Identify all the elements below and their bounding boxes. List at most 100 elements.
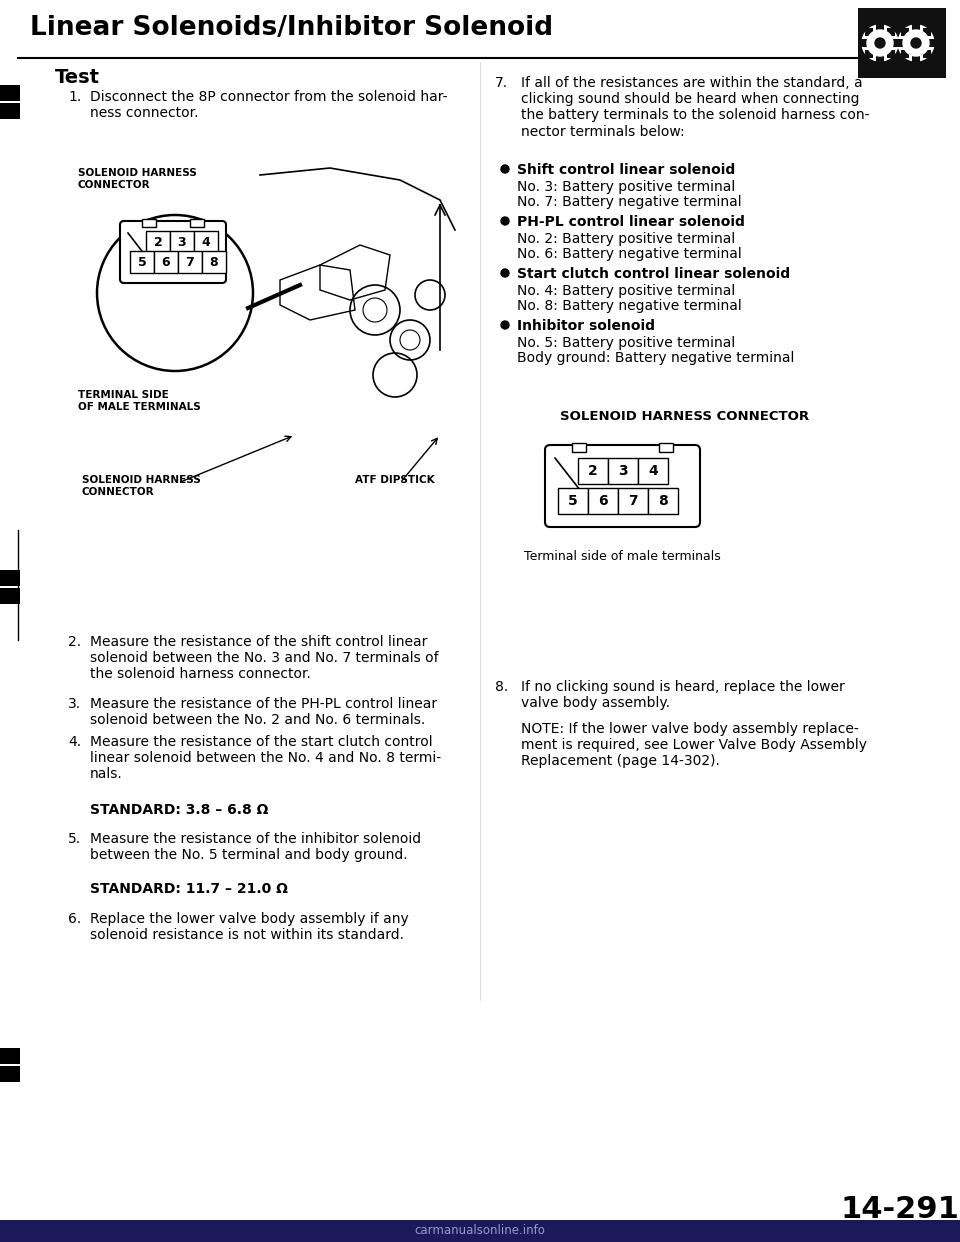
- FancyBboxPatch shape: [891, 39, 899, 47]
- FancyBboxPatch shape: [648, 488, 678, 514]
- Text: SOLENOID HARNESS
CONNECTOR: SOLENOID HARNESS CONNECTOR: [82, 474, 201, 497]
- Text: 7.: 7.: [495, 76, 508, 89]
- Circle shape: [903, 30, 929, 56]
- Text: No. 8: Battery negative terminal: No. 8: Battery negative terminal: [517, 299, 742, 313]
- FancyBboxPatch shape: [120, 221, 226, 283]
- Text: 4.: 4.: [68, 735, 82, 749]
- FancyBboxPatch shape: [146, 231, 170, 253]
- Text: 5: 5: [568, 494, 578, 508]
- FancyBboxPatch shape: [927, 39, 935, 47]
- FancyBboxPatch shape: [588, 488, 618, 514]
- FancyBboxPatch shape: [858, 7, 946, 78]
- FancyBboxPatch shape: [190, 219, 204, 227]
- Text: 6: 6: [598, 494, 608, 508]
- Text: 3: 3: [618, 465, 628, 478]
- Circle shape: [501, 320, 509, 329]
- Text: carmanualsonline.info: carmanualsonline.info: [415, 1225, 545, 1237]
- FancyBboxPatch shape: [0, 1048, 20, 1064]
- FancyBboxPatch shape: [887, 29, 895, 36]
- Text: ATF DIPSTICK: ATF DIPSTICK: [355, 474, 435, 484]
- Text: 3.: 3.: [68, 697, 82, 710]
- Text: Start clutch control linear solenoid: Start clutch control linear solenoid: [517, 267, 790, 281]
- Text: Replace the lower valve body assembly if any
solenoid resistance is not within i: Replace the lower valve body assembly if…: [90, 912, 409, 943]
- Text: 2.: 2.: [68, 635, 82, 650]
- Text: 14-291: 14-291: [840, 1195, 959, 1225]
- FancyBboxPatch shape: [897, 39, 905, 47]
- Circle shape: [875, 39, 885, 48]
- FancyBboxPatch shape: [154, 251, 178, 273]
- Text: Linear Solenoids/Inhibitor Solenoid: Linear Solenoids/Inhibitor Solenoid: [30, 15, 553, 41]
- Circle shape: [898, 25, 934, 61]
- Text: 7: 7: [185, 256, 194, 268]
- FancyBboxPatch shape: [0, 570, 20, 586]
- FancyBboxPatch shape: [170, 231, 194, 253]
- Text: No. 5: Battery positive terminal: No. 5: Battery positive terminal: [517, 337, 735, 350]
- FancyBboxPatch shape: [865, 50, 874, 57]
- Text: STANDARD: 11.7 – 21.0 Ω: STANDARD: 11.7 – 21.0 Ω: [90, 882, 288, 895]
- Text: Disconnect the 8P connector from the solenoid har-
ness connector.: Disconnect the 8P connector from the sol…: [90, 89, 447, 120]
- Text: Inhibitor solenoid: Inhibitor solenoid: [517, 319, 655, 333]
- Text: SOLENOID HARNESS CONNECTOR: SOLENOID HARNESS CONNECTOR: [560, 410, 809, 424]
- FancyBboxPatch shape: [659, 443, 673, 452]
- Text: Test: Test: [55, 68, 100, 87]
- FancyBboxPatch shape: [901, 29, 909, 36]
- Text: Measure the resistance of the PH-PL control linear
solenoid between the No. 2 an: Measure the resistance of the PH-PL cont…: [90, 697, 437, 728]
- FancyBboxPatch shape: [545, 445, 700, 527]
- FancyBboxPatch shape: [923, 29, 930, 36]
- Text: No. 2: Battery positive terminal: No. 2: Battery positive terminal: [517, 232, 735, 246]
- Text: STANDARD: 3.8 – 6.8 Ω: STANDARD: 3.8 – 6.8 Ω: [90, 804, 269, 817]
- FancyBboxPatch shape: [912, 24, 920, 32]
- Text: 3: 3: [178, 236, 186, 248]
- Text: No. 3: Battery positive terminal: No. 3: Battery positive terminal: [517, 180, 735, 194]
- Circle shape: [911, 39, 921, 48]
- FancyBboxPatch shape: [142, 219, 156, 227]
- Text: If no clicking sound is heard, replace the lower
valve body assembly.: If no clicking sound is heard, replace t…: [521, 681, 845, 710]
- FancyBboxPatch shape: [572, 443, 586, 452]
- FancyBboxPatch shape: [0, 84, 20, 101]
- Text: Terminal side of male terminals: Terminal side of male terminals: [524, 550, 721, 563]
- Text: 1.: 1.: [68, 89, 82, 104]
- FancyBboxPatch shape: [130, 251, 154, 273]
- Circle shape: [501, 217, 509, 225]
- Text: 5: 5: [137, 256, 146, 268]
- FancyBboxPatch shape: [202, 251, 226, 273]
- Text: SOLENOID HARNESS
CONNECTOR: SOLENOID HARNESS CONNECTOR: [78, 168, 197, 190]
- Text: If all of the resistances are within the standard, a
clicking sound should be he: If all of the resistances are within the…: [521, 76, 870, 139]
- Text: 6.: 6.: [68, 912, 82, 927]
- FancyBboxPatch shape: [912, 53, 920, 62]
- Text: No. 7: Battery negative terminal: No. 7: Battery negative terminal: [517, 195, 742, 209]
- FancyBboxPatch shape: [0, 1066, 20, 1082]
- FancyBboxPatch shape: [608, 458, 638, 484]
- Text: 7: 7: [628, 494, 637, 508]
- FancyBboxPatch shape: [0, 1220, 960, 1242]
- FancyBboxPatch shape: [0, 103, 20, 119]
- Text: 8: 8: [209, 256, 218, 268]
- FancyBboxPatch shape: [0, 587, 20, 604]
- Circle shape: [867, 30, 893, 56]
- Text: Measure the resistance of the inhibitor solenoid
between the No. 5 terminal and : Measure the resistance of the inhibitor …: [90, 832, 421, 862]
- Text: TERMINAL SIDE
OF MALE TERMINALS: TERMINAL SIDE OF MALE TERMINALS: [78, 390, 201, 411]
- Text: PH-PL control linear solenoid: PH-PL control linear solenoid: [517, 215, 745, 229]
- Text: Shift control linear solenoid: Shift control linear solenoid: [517, 163, 735, 178]
- Text: Measure the resistance of the start clutch control
linear solenoid between the N: Measure the resistance of the start clut…: [90, 735, 442, 781]
- Circle shape: [862, 25, 898, 61]
- FancyBboxPatch shape: [558, 488, 588, 514]
- FancyBboxPatch shape: [876, 53, 884, 62]
- Text: 4: 4: [648, 465, 658, 478]
- FancyBboxPatch shape: [578, 458, 608, 484]
- Text: 2: 2: [154, 236, 162, 248]
- Text: 6: 6: [161, 256, 170, 268]
- Text: Body ground: Battery negative terminal: Body ground: Battery negative terminal: [517, 351, 794, 365]
- FancyBboxPatch shape: [638, 458, 668, 484]
- FancyBboxPatch shape: [901, 50, 909, 57]
- Text: 8.: 8.: [495, 681, 508, 694]
- Text: No. 4: Battery positive terminal: No. 4: Battery positive terminal: [517, 284, 735, 298]
- FancyBboxPatch shape: [876, 24, 884, 32]
- FancyBboxPatch shape: [618, 488, 648, 514]
- Text: 2: 2: [588, 465, 598, 478]
- Text: 4: 4: [202, 236, 210, 248]
- Text: 8: 8: [659, 494, 668, 508]
- Text: No. 6: Battery negative terminal: No. 6: Battery negative terminal: [517, 247, 742, 261]
- Text: Measure the resistance of the shift control linear
solenoid between the No. 3 an: Measure the resistance of the shift cont…: [90, 635, 439, 682]
- FancyBboxPatch shape: [923, 50, 930, 57]
